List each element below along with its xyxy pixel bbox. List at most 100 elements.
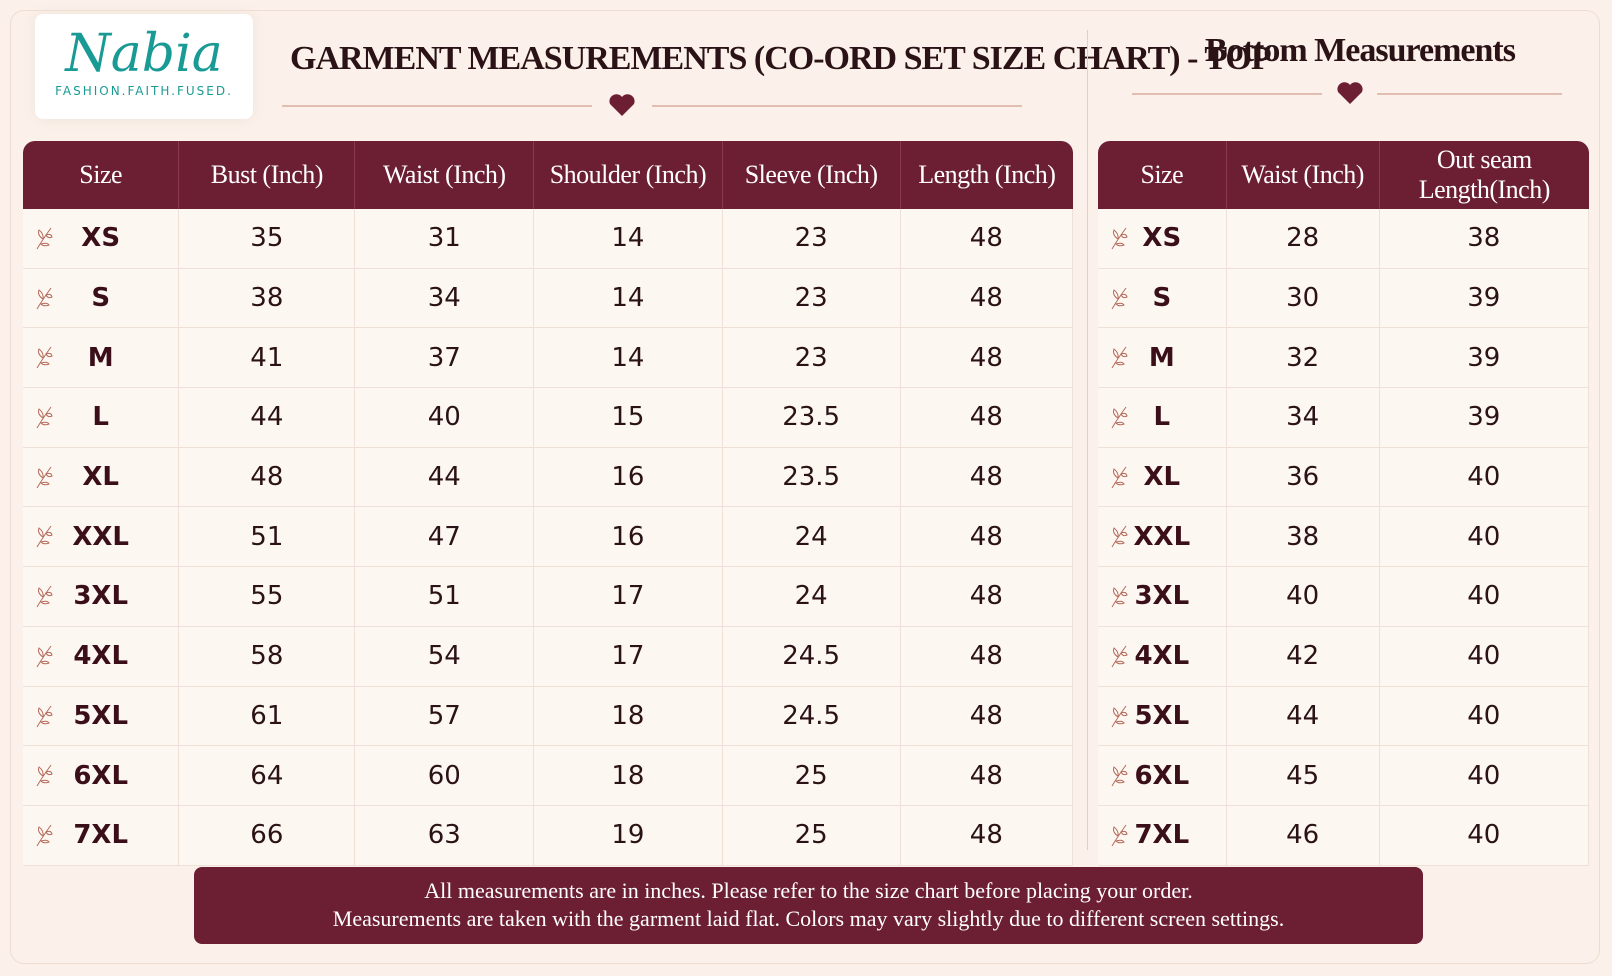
measurement-cell: 38	[1226, 507, 1380, 568]
logo-name: Nabia	[65, 24, 223, 84]
measurement-cell: 61	[179, 686, 356, 747]
table-row: 4XL 58 54 17 24.5 48	[23, 626, 1073, 687]
leaf-icon	[36, 764, 53, 787]
measurement-cell: 40	[1226, 567, 1380, 627]
footer-line: Measurements are taken with the garment …	[332, 906, 1285, 931]
table-row: M 41 37 14 23 48	[23, 328, 1073, 389]
measurement-cell: 40	[1379, 805, 1589, 866]
table-row: 6XL 64 60 18 25 48	[23, 746, 1073, 806]
table-row: L 44 40 15 23.5 48	[23, 388, 1073, 448]
leaf-icon	[36, 406, 53, 429]
leaf-icon	[36, 645, 53, 668]
measurement-cell: 19	[534, 805, 723, 866]
logo: Nabia FASHION.FAITH.FUSED.	[35, 14, 253, 119]
measurement-cell: 48	[900, 268, 1073, 329]
measurement-cell: 18	[534, 746, 723, 806]
table-row: 3XL 40 40	[1098, 567, 1589, 627]
leaf-icon	[1111, 764, 1128, 787]
measurement-cell: 41	[179, 328, 356, 389]
leaf-icon	[36, 585, 53, 608]
table-row: XS 35 31 14 23 48	[23, 209, 1073, 269]
top-table: Size Bust (Inch) Waist (Inch) Shoulder (Inc…	[23, 141, 1073, 866]
measurement-cell: 28	[1226, 209, 1380, 269]
measurement-cell: 42	[1226, 626, 1380, 687]
leaf-icon	[1111, 824, 1128, 847]
measurement-cell: 44	[1226, 686, 1380, 747]
measurement-cell: 60	[355, 746, 535, 806]
table-body: XS 35 31 14 23 48 S 38 34 14 23 48 M 41 37 14 23 48 L 44 40 1…	[23, 209, 1073, 866]
measurement-cell: 14	[534, 268, 723, 329]
leaf-icon	[36, 287, 53, 309]
measurement-cell: 48	[900, 447, 1073, 508]
column-header: Size	[23, 141, 180, 209]
measurement-cell: 36	[1226, 447, 1380, 508]
leaf-icon	[1111, 526, 1128, 548]
measurement-cell: 39	[1379, 388, 1589, 448]
measurement-cell: 46	[1226, 805, 1380, 866]
measurement-cell: 38	[1379, 209, 1589, 269]
measurement-cell: 48	[900, 626, 1073, 687]
leaf-icon	[1111, 645, 1128, 668]
size-cell: XXL	[1098, 507, 1227, 568]
leaf-icon	[1111, 466, 1128, 489]
size-cell: XS	[23, 209, 180, 269]
measurement-cell: 44	[355, 447, 535, 508]
measurement-cell: 66	[179, 805, 356, 866]
measurement-cell: 47	[355, 507, 535, 568]
size-cell: S	[1098, 268, 1227, 329]
measurement-cell: 24.5	[722, 686, 901, 747]
table-row: XXL 38 40	[1098, 507, 1589, 568]
size-cell: XS	[1098, 209, 1227, 269]
measurement-cell: 40	[1379, 567, 1589, 627]
measurement-cell: 64	[179, 746, 356, 806]
measurement-cell: 55	[179, 567, 356, 627]
column-header: Bust (Inch)	[179, 141, 356, 209]
leaf-icon	[1111, 287, 1128, 309]
leaf-icon	[1111, 347, 1128, 369]
size-cell: 7XL	[23, 805, 180, 866]
measurement-cell: 32	[1226, 328, 1380, 389]
measurement-cell: 48	[900, 746, 1073, 806]
measurement-cell: 14	[534, 209, 723, 269]
table-row: XL 36 40	[1098, 447, 1589, 508]
measurement-cell: 40	[1379, 507, 1589, 568]
bottom-ornament	[1132, 82, 1562, 104]
measurement-cell: 58	[179, 626, 356, 687]
measurement-cell: 48	[179, 447, 356, 508]
measurement-cell: 30	[1226, 268, 1380, 329]
measurement-cell: 23	[722, 328, 901, 389]
measurement-cell: 63	[355, 805, 535, 866]
leaf-icon	[1111, 227, 1128, 250]
top-title: GARMENT MEASUREMENTS (CO-ORD SET SIZE CH…	[290, 40, 1272, 77]
column-header: Sleeve (Inch)	[722, 141, 901, 209]
leaf-icon	[1111, 406, 1128, 429]
leaf-icon	[36, 705, 53, 727]
column-header: Out seam Length(Inch)	[1379, 141, 1589, 209]
table-head: Size Bust (Inch) Waist (Inch) Shoulder (Inc…	[23, 141, 1073, 209]
measurement-cell: 48	[900, 328, 1073, 389]
frame	[10, 10, 1600, 964]
size-cell: XXL	[23, 507, 180, 568]
divider	[1087, 30, 1088, 850]
column-header: Length (Inch)	[900, 141, 1073, 209]
size-cell: L	[1098, 388, 1227, 448]
measurement-cell: 18	[534, 686, 723, 747]
leaf-icon	[36, 347, 53, 369]
size-cell: M	[23, 328, 180, 389]
size-cell: 7XL	[1098, 805, 1227, 866]
measurement-cell: 44	[179, 388, 356, 448]
measurement-cell: 48	[900, 388, 1073, 448]
measurement-cell: 35	[179, 209, 356, 269]
size-cell: 5XL	[23, 686, 180, 747]
measurement-cell: 14	[534, 328, 723, 389]
measurement-cell: 48	[900, 805, 1073, 866]
measurement-cell: 51	[179, 507, 356, 568]
header-row: Size Waist (Inch) Out seam Length(Inch)	[1098, 141, 1589, 209]
measurement-cell: 23.5	[722, 388, 901, 448]
size-cell: S	[23, 268, 180, 329]
size-cell: 6XL	[1098, 746, 1227, 806]
measurement-cell: 57	[355, 686, 535, 747]
leaf-icon	[1111, 705, 1128, 727]
size-cell: 3XL	[1098, 567, 1227, 627]
